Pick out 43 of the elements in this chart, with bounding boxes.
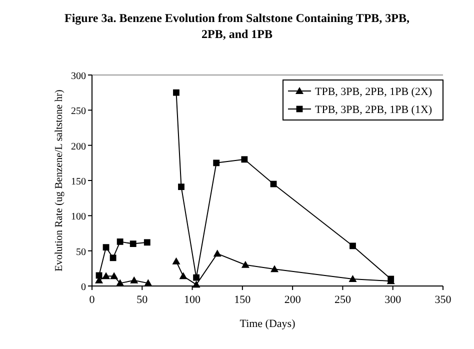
x-tick-label: 200 bbox=[284, 294, 302, 306]
point bbox=[110, 254, 116, 262]
y-tick-label: 100 bbox=[71, 212, 86, 223]
point bbox=[172, 257, 180, 264]
y-tick-label: 200 bbox=[71, 141, 86, 152]
y-tick-label: 300 bbox=[71, 71, 86, 82]
legend-label: TPB, 3PB, 2PB, 1PB (2X) bbox=[315, 86, 432, 98]
x-tick-label: 150 bbox=[234, 294, 252, 306]
point bbox=[116, 279, 124, 286]
y-tick-label: 150 bbox=[71, 176, 86, 188]
x-tick-label: 250 bbox=[334, 294, 352, 306]
point bbox=[130, 276, 138, 284]
x-tick-label: 0 bbox=[89, 294, 96, 306]
x-tick-label: 50 bbox=[136, 294, 148, 306]
point bbox=[102, 244, 110, 251]
x-tick-label: 300 bbox=[384, 294, 402, 306]
y-tick-label: 250 bbox=[71, 106, 86, 118]
point bbox=[110, 272, 118, 280]
y-tick-label: 0 bbox=[81, 282, 86, 293]
x-axis-title: Time (Days) bbox=[240, 318, 296, 330]
point bbox=[213, 250, 222, 257]
y-tick-label: 50 bbox=[76, 246, 86, 258]
point bbox=[193, 274, 200, 281]
point bbox=[144, 239, 150, 246]
point bbox=[144, 279, 152, 286]
point bbox=[192, 280, 200, 288]
y-axis-title: Evolution Rate (ug Benzene/L saltstone hr) bbox=[54, 89, 65, 272]
legend-label: TPB, 3PB, 2PB, 1PB (1X) bbox=[315, 104, 432, 116]
point bbox=[116, 238, 124, 245]
x-tick-label: 100 bbox=[184, 294, 202, 306]
point bbox=[130, 240, 136, 247]
point bbox=[102, 272, 110, 280]
point bbox=[179, 272, 188, 280]
x-tick-label: 350 bbox=[434, 294, 452, 306]
point bbox=[270, 265, 279, 272]
point bbox=[241, 260, 250, 268]
point bbox=[241, 156, 248, 163]
chart-title: Figure 3a. Benzene Evolution from Saltstone Containing TPB, 3PB, 2PB, and 1PB bbox=[64, 11, 410, 41]
point bbox=[348, 274, 357, 282]
point bbox=[178, 184, 184, 190]
point bbox=[213, 160, 220, 166]
point bbox=[350, 242, 356, 250]
point bbox=[173, 89, 180, 96]
